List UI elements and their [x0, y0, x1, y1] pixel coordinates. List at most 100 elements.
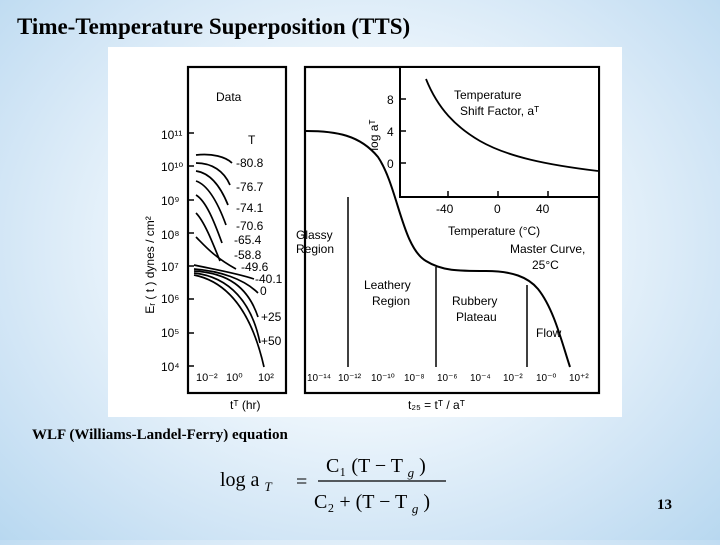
y-tick-label: 10⁸: [161, 228, 179, 242]
slide-title: Time-Temperature Superposition (TTS): [17, 14, 411, 39]
y-tick-label: 10⁹: [161, 194, 180, 208]
x-tick-label: 10⁻⁶: [437, 373, 458, 384]
inset-title: Temperature: [454, 88, 522, 102]
temp-label: +25: [261, 310, 282, 324]
data-label: Data: [216, 90, 242, 104]
equation-numerator-text: C₁ (T − T: [326, 455, 403, 477]
region-label-rubbery: Plateau: [456, 310, 497, 324]
region-label-leathery: Region: [372, 294, 410, 308]
inset-y-tick-label: 0: [387, 157, 394, 171]
temp-label: -74.1: [236, 201, 264, 215]
x-tick-label: 10⁻²: [503, 373, 523, 384]
left-x-tick-labels: 10⁻² 10⁰ 10²: [196, 372, 274, 384]
left-panel-frame: [186, 65, 288, 395]
equation-equals: =: [296, 471, 307, 493]
x-tick-label: 10⁻⁸: [404, 373, 425, 384]
data-curves: [193, 153, 265, 368]
x-tick-label: 10⁻¹²: [338, 373, 362, 384]
inset-y-tick-label: 8: [387, 93, 394, 107]
inset-y-label: log aᵀ: [367, 119, 381, 150]
master-curve-label: Master Curve,: [510, 242, 585, 256]
x-tick-label: 10⁻⁰: [536, 373, 556, 384]
tts-figure-svg: Eᵣ ( t ) dynes / cm² 10¹¹ 10¹⁰ 10⁹ 10⁸ 1…: [143, 65, 601, 412]
inset-x-tick-labels: -40 0 40: [436, 202, 550, 216]
left-x-axis-label: tᵀ (hr): [230, 398, 261, 412]
y-tick-label: 10¹¹: [161, 128, 182, 142]
equation-lhs: log a T: [220, 469, 272, 494]
inset-x-label: Temperature (°C): [448, 224, 540, 238]
y-tick-label: 10⁵: [161, 326, 179, 340]
right-x-axis-label: t₂₅ = tᵀ / aᵀ: [408, 398, 465, 412]
region-labels: Glassy Region Leathery Region Rubbery Pl…: [296, 228, 562, 340]
inset-y-tick-labels: 8 4 0: [387, 93, 394, 171]
x-tick-label: 10⁻¹⁴: [307, 373, 331, 384]
data-curve: [195, 236, 237, 270]
inset-ticks: [400, 98, 549, 197]
y-ticks: [188, 132, 194, 367]
master-curve: [305, 130, 571, 368]
shift-factor-curve: [425, 78, 599, 172]
temp-label: -80.8: [236, 156, 264, 170]
wlf-caption: WLF (Williams-Landel-Ferry) equation: [32, 427, 288, 443]
x-tick-label: 10⁻¹⁰: [371, 373, 395, 384]
data-curve: [193, 264, 255, 280]
region-label-glassy: Glassy: [296, 228, 333, 242]
data-curve: [195, 170, 229, 206]
y-tick-labels: 10¹¹ 10¹⁰ 10⁹ 10⁸ 10⁷ 10⁶ 10⁵ 10⁴: [161, 128, 183, 374]
data-curve: [195, 180, 227, 226]
master-curve-label: 25°C: [532, 258, 559, 272]
data-curve: [193, 268, 259, 294]
equation-denominator-sub: g: [412, 501, 419, 516]
x-tick-label: 10⁺²: [569, 373, 589, 384]
region-label-rubbery: Rubbery: [452, 294, 497, 308]
temp-label: -70.6: [236, 219, 264, 233]
temp-header: T: [248, 133, 256, 147]
equation-numerator-sub: g: [408, 465, 415, 480]
temp-label: 0: [260, 284, 267, 298]
tts-figure: Eᵣ ( t ) dynes / cm² 10¹¹ 10¹⁰ 10⁹ 10⁸ 1…: [108, 47, 622, 417]
data-curve: [193, 270, 259, 318]
y-tick-label: 10⁴: [161, 360, 180, 374]
inset-frame: [399, 66, 600, 198]
inset-y-tick-label: 4: [387, 125, 394, 139]
data-curve: [193, 274, 265, 368]
x-tick-label: 10⁻⁴: [470, 373, 491, 384]
temp-label: -76.7: [236, 180, 264, 194]
inset-x-tick-label: 0: [494, 202, 501, 216]
equation-denominator: C₂ + (T − T g ): [314, 491, 430, 518]
temp-label: +50: [261, 334, 282, 348]
x-tick-label: 10²: [258, 372, 274, 384]
page-number: 13: [657, 497, 672, 513]
region-dividers: [347, 197, 528, 367]
equation-denominator-close: ): [423, 491, 430, 513]
inset-x-tick-label: -40: [436, 202, 454, 216]
inset-title: Shift Factor, aᵀ: [460, 104, 539, 118]
inset-x-tick-label: 40: [536, 202, 550, 216]
equation-numerator: C₁ (T − T g ): [326, 455, 426, 482]
right-x-tick-labels: 10⁻¹⁴ 10⁻¹² 10⁻¹⁰ 10⁻⁸ 10⁻⁶ 10⁻⁴ 10⁻² 10…: [307, 373, 589, 384]
temp-label: -49.6: [241, 260, 269, 274]
data-curve: [195, 153, 233, 164]
region-label-glassy: Region: [296, 242, 334, 256]
data-curve: [195, 212, 221, 262]
equation-numerator-close: ): [419, 455, 426, 477]
y-tick-label: 10⁷: [161, 260, 179, 274]
region-label-flow: Flow: [536, 326, 562, 340]
data-curve: [195, 194, 223, 244]
y-axis-label: Eᵣ ( t ) dynes / cm²: [143, 216, 157, 314]
equation-lhs-text: log a: [220, 469, 260, 491]
temp-label: -65.4: [234, 233, 262, 247]
data-curve: [193, 272, 261, 344]
temperature-labels: -80.8 -76.7 -74.1 -70.6 -65.4 -58.8 -49.…: [234, 156, 283, 348]
wlf-equation-svg: log a T = C₁ (T − T g ) C₂ + (T − T g ): [220, 455, 446, 518]
temp-label: -58.8: [234, 248, 262, 262]
x-tick-label: 10⁻²: [196, 372, 218, 384]
wlf-equation: log a T = C₁ (T − T g ) C₂ + (T − T g ): [218, 442, 458, 540]
data-curve: [195, 162, 231, 186]
y-tick-label: 10⁶: [161, 292, 179, 306]
region-label-leathery: Leathery: [364, 278, 411, 292]
temp-label: -40.1: [255, 272, 283, 286]
equation-denominator-text: C₂ + (T − T: [314, 491, 407, 513]
x-tick-label: 10⁰: [226, 372, 243, 384]
equation-lhs-sub: T: [264, 479, 272, 494]
